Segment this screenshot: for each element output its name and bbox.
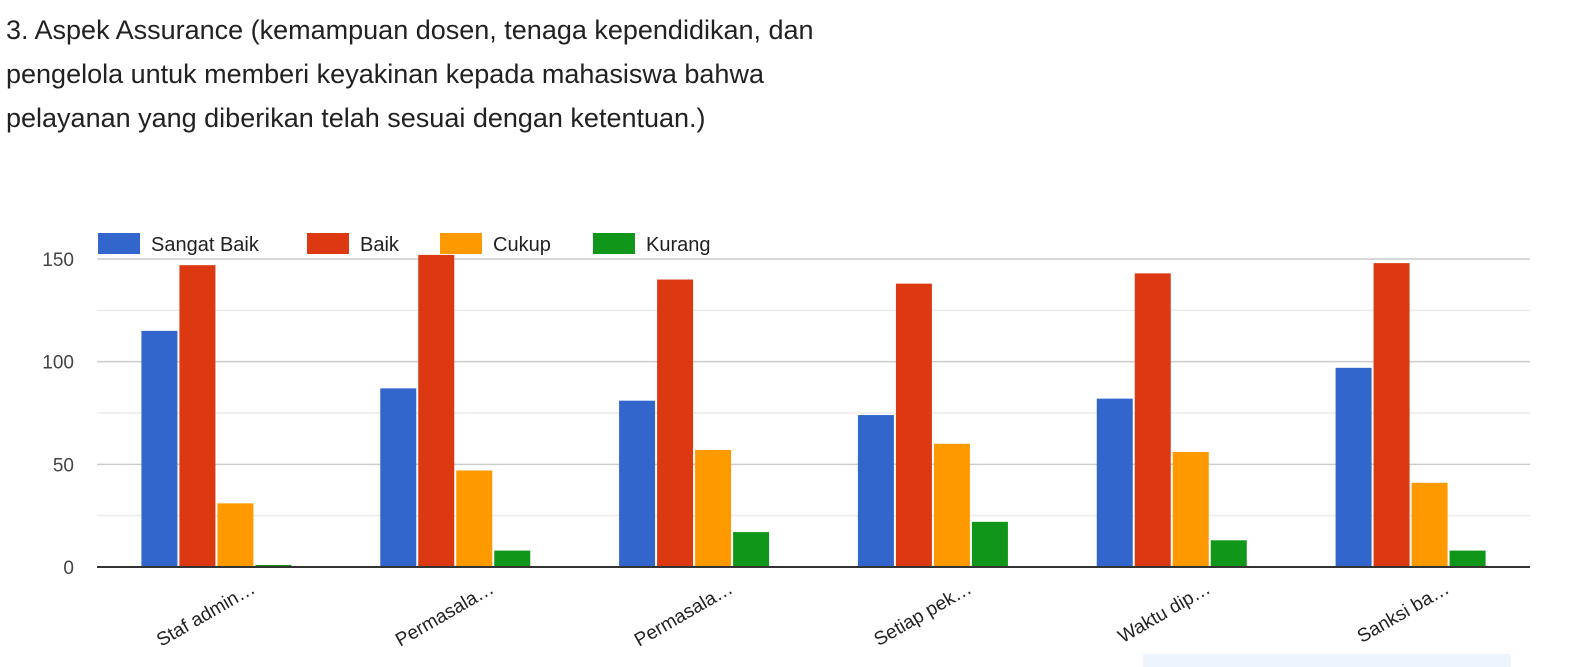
bar-kurang[interactable] — [494, 550, 531, 567]
bar-sangat-baik[interactable] — [1335, 367, 1372, 567]
legend-swatch — [440, 233, 482, 254]
question-title-line: 3. Aspek Assurance (kemampuan dosen, ten… — [6, 15, 814, 45]
x-tick-label: Sanksi ba… — [1354, 578, 1453, 647]
y-axis-ticks: 0 50 100 150 — [42, 250, 74, 579]
bar-sangat-baik[interactable] — [141, 330, 178, 567]
x-tick-label: Setiap pek… — [871, 578, 976, 651]
legend-swatch — [593, 233, 635, 254]
bar-cukup[interactable] — [695, 449, 732, 567]
bar-baik[interactable] — [895, 283, 932, 567]
bar-cukup[interactable] — [933, 443, 970, 567]
x-tick-label: Waktu dip… — [1115, 578, 1215, 648]
x-tick-label: Permasala… — [392, 578, 498, 651]
y-tick-label: 50 — [53, 455, 74, 476]
legend-swatch — [98, 233, 140, 254]
bar-sangat-baik[interactable] — [857, 415, 894, 567]
gridlines — [97, 258, 1530, 517]
bar-sangat-baik[interactable] — [380, 388, 417, 567]
bar-sangat-baik[interactable] — [1096, 398, 1133, 567]
y-tick-label: 100 — [42, 353, 74, 374]
bar-kurang[interactable] — [733, 532, 770, 567]
bar-kurang[interactable] — [255, 564, 292, 567]
legend-label: Sangat Baik — [151, 234, 260, 256]
bar-cukup[interactable] — [456, 470, 493, 567]
x-tick-label: Staf admin… — [153, 578, 259, 651]
bar-sangat-baik[interactable] — [619, 400, 656, 567]
bar-baik[interactable] — [179, 265, 216, 567]
question-title-line: pengelola untuk memberi keyakinan kepada… — [6, 59, 764, 89]
y-tick-label: 0 — [63, 558, 74, 579]
bar-cukup[interactable] — [1172, 452, 1209, 567]
scroll-hint — [1143, 654, 1511, 667]
legend: Sangat Baik Baik Cukup Kurang — [98, 233, 711, 256]
bar-cukup[interactable] — [1411, 482, 1448, 567]
bar-baik[interactable] — [1373, 263, 1410, 567]
bar-baik[interactable] — [418, 254, 455, 568]
x-tick-label: Permasala… — [631, 578, 737, 651]
bar-kurang[interactable] — [971, 521, 1008, 567]
question-title: 3. Aspek Assurance (kemampuan dosen, ten… — [6, 8, 966, 140]
legend-label: Baik — [360, 234, 400, 256]
legend-label: Kurang — [646, 234, 711, 256]
bar-kurang[interactable] — [1449, 550, 1486, 567]
bars — [141, 254, 1486, 568]
bar-cukup[interactable] — [217, 503, 254, 567]
bar-baik[interactable] — [657, 279, 694, 567]
legend-swatch — [307, 233, 349, 254]
legend-label: Cukup — [493, 234, 551, 256]
y-tick-label: 150 — [42, 250, 74, 271]
x-axis-labels: Staf admin… Permasala… Permasala… Setiap pe… — [153, 578, 1453, 651]
bar-kurang[interactable] — [1210, 540, 1247, 567]
bar-baik[interactable] — [1134, 273, 1171, 567]
question-title-line: pelayanan yang diberikan telah sesuai de… — [6, 103, 706, 133]
